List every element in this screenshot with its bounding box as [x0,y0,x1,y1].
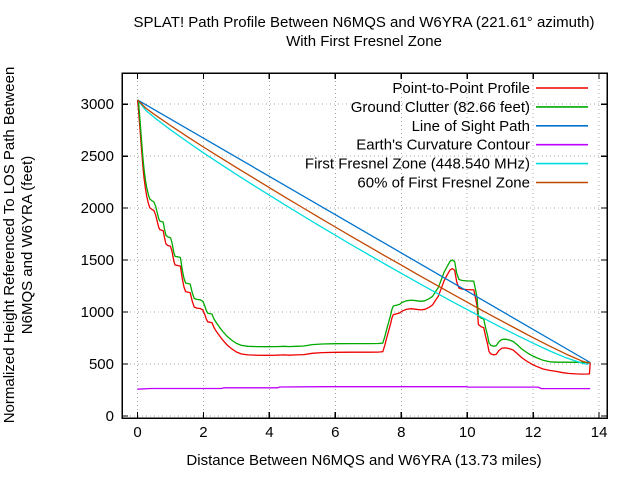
y-tick-label: 1000 [81,304,114,321]
grid-lines [122,73,607,418]
x-tick-label: 8 [397,424,405,441]
series-curves [136,99,591,390]
y-tick-label: 500 [89,356,114,373]
legend-label-earth-s-curvature-contour: Earth's Curvature Contour [356,137,530,154]
x-axis-label: Distance Between N6MQS and W6YRA (13.73 … [186,452,541,469]
x-tick-label: 4 [265,424,273,441]
series-ground-clutter-82-66-feet [137,99,591,364]
x-tick-label: 0 [133,424,141,441]
series-point-to-point-profile [136,99,591,375]
series-earth-s-curvature-contour [137,386,591,390]
x-tick-label: 10 [459,424,476,441]
x-tick-label: 14 [591,424,608,441]
x-tick-label: 12 [525,424,542,441]
y-tick-label: 2000 [81,200,114,217]
legend-label-ground-clutter-82-66-feet: Ground Clutter (82.66 feet) [351,99,530,116]
tick-labels: 0 2 4 6 8 10 12 14 0 500 1000 1500 2000 2500 3000 [81,96,608,441]
series-line-of-sight-path [137,99,591,364]
y-tick-label: 3000 [81,96,114,113]
axes-frame [121,72,608,419]
y-axis-label-line2: N6MQS and W6YRA (feet) [19,156,36,334]
x-tick-label: 6 [331,424,339,441]
legend-label-line-of-sight-path: Line of Sight Path [412,118,530,135]
chart-subtitle: With First Fresnel Zone [286,33,442,50]
chart-title: SPLAT! Path Profile Between N6MQS and W6… [134,14,595,31]
y-tick-label: 1500 [81,252,114,269]
series-first-fresnel-zone-448-540-mhz [136,99,591,365]
legend-label-point-to-point-profile: Point-to-Point Profile [392,80,530,97]
series-60-of-first-fresnel-zone [137,99,591,364]
legend-label-60-of-first-fresnel-zone: 60% of First Fresnel Zone [357,175,530,192]
plot-border [121,72,608,419]
y-axis-label-line1: Normalized Height Referenced To LOS Path… [1,67,18,424]
legend-label-first-fresnel-zone-448-540-mhz: First Fresnel Zone (448.540 MHz) [305,156,530,173]
x-tick-label: 2 [199,424,207,441]
legend: Point-to-Point Profile Ground Clutter (82… [305,80,588,192]
y-tick-label: 0 [106,408,114,425]
y-tick-label: 2500 [81,148,114,165]
